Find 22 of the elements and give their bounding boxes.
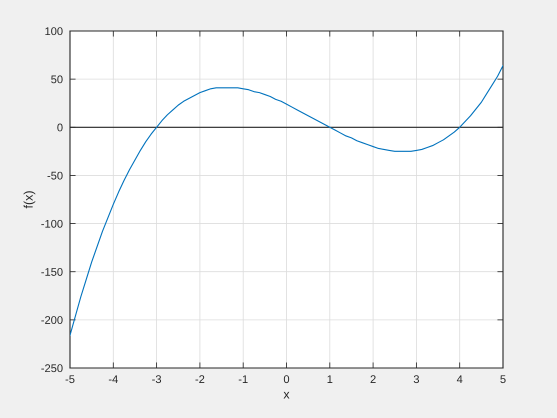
x-axis-title: x xyxy=(284,392,290,399)
x-tick-label: -2 xyxy=(195,375,204,383)
x-tick-label: -5 xyxy=(66,375,74,384)
x-tick-label: 2 xyxy=(370,375,376,383)
y-tick-label: 0 xyxy=(57,124,63,132)
line-series xyxy=(70,65,503,336)
x-tick-label: -4 xyxy=(108,375,118,383)
y-tick-label: -100 xyxy=(41,220,63,228)
y-tick-label: 100 xyxy=(45,27,63,36)
x-tick-label: 5 xyxy=(500,375,506,384)
x-tick-label: 0 xyxy=(284,375,290,384)
y-tick-label: -200 xyxy=(41,316,63,324)
x-tick-label: -1 xyxy=(238,375,248,383)
x-tick-label: 3 xyxy=(414,375,419,384)
x-tick-label: 1 xyxy=(328,375,332,383)
y-tick-label: -150 xyxy=(41,268,63,276)
x-tick-label: -3 xyxy=(152,375,162,384)
y-tick-label: -250 xyxy=(41,364,63,372)
y-tick-label: 50 xyxy=(51,75,63,84)
y-axis-title: f(x) xyxy=(24,191,36,208)
x-tick-label: 4 xyxy=(456,375,462,383)
y-tick-label: -50 xyxy=(47,172,63,180)
